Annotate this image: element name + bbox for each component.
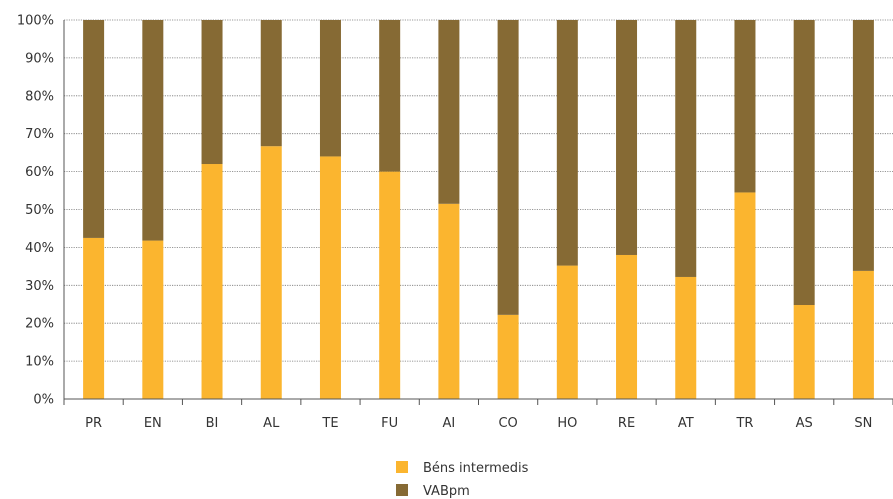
bar-bi-series-1 [202, 20, 223, 164]
x-tick-label: AS [796, 416, 813, 431]
bar-al-series-1 [261, 20, 282, 146]
bar-en-series-1 [142, 20, 163, 241]
y-tick-label: 0% [33, 393, 54, 408]
grid-lines [64, 20, 893, 361]
bar-re-series-1 [616, 20, 637, 255]
x-tick-label: EN [144, 416, 162, 431]
x-axis: PR EN BI AL TE FU AI CO HO RE AT TR AS SN [64, 399, 893, 431]
bar-pr-series-1 [83, 20, 104, 238]
x-tick-label: AT [678, 416, 694, 431]
y-tick-label: 100% [17, 14, 54, 29]
x-tick-label: AI [443, 416, 456, 431]
x-tick-label: PR [85, 416, 102, 431]
y-tick-label: 30% [25, 279, 54, 294]
bar-ai-series-1 [438, 20, 459, 204]
legend: Béns intermedis VABpm [396, 461, 529, 499]
bar-sn-series-0 [853, 271, 874, 399]
x-tick-label: TR [735, 416, 753, 431]
bar-at-series-0 [675, 277, 696, 399]
bar-sn-series-1 [853, 20, 874, 271]
bar-as-series-1 [794, 20, 815, 305]
bar-al-series-0 [261, 146, 282, 399]
legend-label-bens-intermedis: Béns intermedis [423, 461, 529, 476]
x-tick-label: HO [557, 416, 577, 431]
legend-label-vabpm: VABpm [423, 484, 470, 499]
y-tick-label: 20% [25, 317, 54, 332]
bar-tr-series-0 [734, 192, 755, 399]
bar-as-series-0 [794, 305, 815, 399]
x-tick-label: SN [854, 416, 872, 431]
bars [83, 20, 874, 399]
bar-at-series-1 [675, 20, 696, 277]
bar-co-series-1 [498, 20, 519, 315]
bar-te-series-1 [320, 20, 341, 156]
y-tick-label: 60% [25, 165, 54, 180]
bar-ho-series-0 [557, 266, 578, 399]
bar-te-series-0 [320, 156, 341, 399]
bar-bi-series-0 [202, 164, 223, 399]
x-tick-label: AL [263, 416, 280, 431]
y-tick-label: 70% [25, 127, 54, 142]
bar-tr-series-1 [734, 20, 755, 192]
y-tick-label: 10% [25, 355, 54, 370]
legend-swatch-vabpm [396, 484, 408, 496]
x-tick-label: BI [206, 416, 219, 431]
bar-pr-series-0 [83, 238, 104, 399]
y-tick-label: 90% [25, 51, 54, 66]
x-tick-label: RE [618, 416, 635, 431]
y-tick-label: 80% [25, 89, 54, 104]
y-tick-label: 40% [25, 241, 54, 256]
x-tick-label: TE [321, 416, 338, 431]
bar-ho-series-1 [557, 20, 578, 266]
bar-fu-series-1 [379, 20, 400, 172]
bar-ai-series-0 [438, 204, 459, 399]
bar-re-series-0 [616, 255, 637, 399]
y-axis: 0% 10% 20% 30% 40% 50% 60% 70% 80% 90% 100% [17, 14, 64, 408]
bar-co-series-0 [498, 315, 519, 399]
x-tick-label: FU [381, 416, 398, 431]
legend-swatch-bens-intermedis [396, 461, 408, 473]
x-tick-label: CO [498, 416, 517, 431]
y-tick-label: 50% [25, 203, 54, 218]
bar-en-series-0 [142, 241, 163, 399]
bar-fu-series-0 [379, 172, 400, 399]
